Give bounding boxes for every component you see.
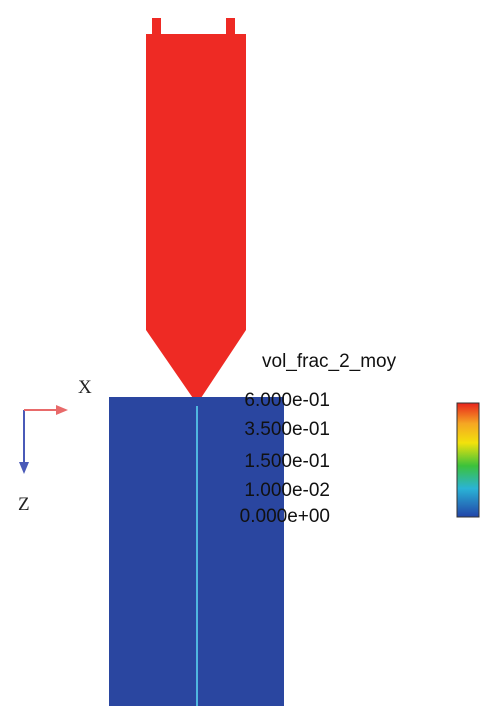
legend-tick-label: 6.000e-01 — [244, 390, 330, 411]
legend-tick-label: 0.000e+00 — [239, 506, 330, 527]
legend-title: vol_frac_2_moy — [262, 351, 397, 372]
colorbar — [456, 402, 480, 518]
z-axis-label: Z — [18, 494, 30, 515]
legend-tick-label: 3.500e-01 — [244, 419, 330, 440]
colorbar-fill — [456, 402, 480, 518]
legend-tick-label: 1.500e-01 — [244, 451, 330, 472]
z-axis-arrowhead — [19, 462, 29, 474]
x-axis-label: X — [78, 377, 92, 398]
nozzle-body — [146, 34, 246, 404]
nozzle-tab-left — [152, 18, 161, 34]
nozzle-tab-right — [226, 18, 235, 34]
x-axis-arrowhead — [56, 405, 68, 415]
legend-tick-label: 1.000e-02 — [244, 480, 330, 501]
